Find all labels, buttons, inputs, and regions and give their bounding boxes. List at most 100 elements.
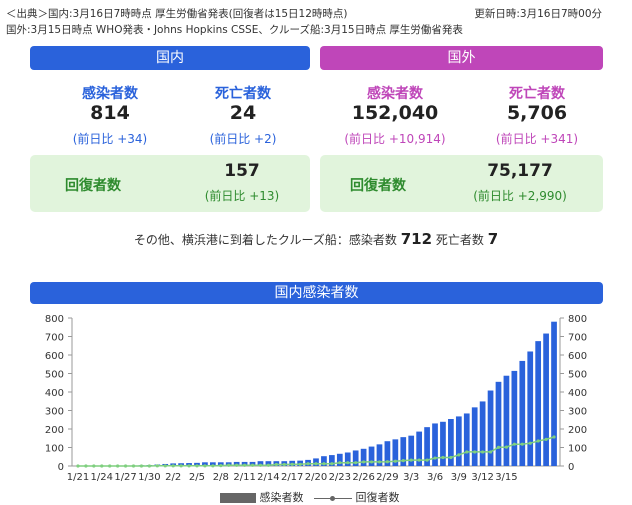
bar-infected xyxy=(440,421,446,466)
recovered-point xyxy=(306,462,310,466)
recovered-point xyxy=(266,463,270,467)
domestic-infected-value: 814 xyxy=(90,102,130,124)
legend-bar-swatch xyxy=(220,493,256,503)
bar-infected xyxy=(519,360,526,466)
recovered-point xyxy=(528,441,532,445)
y-tick-label-right: 500 xyxy=(568,370,587,381)
x-tick-label: 2/8 xyxy=(213,472,229,483)
y-tick-label-right: 0 xyxy=(568,462,574,473)
domestic-deaths-label: 死亡者数 xyxy=(215,86,271,102)
recovered-point xyxy=(449,455,453,460)
recovered-point xyxy=(116,464,120,468)
bar-infected xyxy=(511,370,518,466)
recovered-point xyxy=(131,464,136,468)
bar-infected xyxy=(495,381,502,466)
bar-infected xyxy=(471,407,478,466)
bar-infected xyxy=(352,450,359,466)
overseas-deaths-value: 5,706 xyxy=(506,102,568,124)
y-tick-label-right: 800 xyxy=(568,314,587,325)
bar-infected xyxy=(424,427,430,466)
recovered-point xyxy=(362,460,366,464)
domestic-infections-chart: 0 0 100 100 200 200 300 300 400 400 500 500 600 600 70… xyxy=(45,314,587,483)
recovered-point xyxy=(195,464,199,468)
y-tick-label-right: 700 xyxy=(568,333,587,344)
recovered-point xyxy=(544,437,548,441)
recovered-point xyxy=(488,450,493,454)
overseas-header: 国外 xyxy=(320,46,603,70)
recovered-point xyxy=(92,464,96,468)
y-tick-label-right: 100 xyxy=(568,444,587,455)
overseas-recovered-value: 75,177 xyxy=(487,161,553,181)
recovered-point xyxy=(393,459,397,463)
recovered-point xyxy=(235,463,239,467)
recovered-point xyxy=(211,464,215,468)
recovered-point xyxy=(179,464,183,468)
updated-time: 更新日時:3月16日7時00分 xyxy=(474,8,602,20)
bar-infected xyxy=(400,437,407,466)
recovered-point xyxy=(520,442,524,446)
recovered-point xyxy=(171,464,175,468)
recovered-point xyxy=(465,450,469,454)
source-line-2: 国外:3月15日時点 WHO発表・Johns Hopkins CSSE、クルーズ… xyxy=(6,24,463,36)
bar-infected xyxy=(360,448,367,466)
recovered-point xyxy=(187,464,191,468)
x-tick-label: 3/6 xyxy=(427,472,443,483)
recovered-point xyxy=(274,462,278,467)
recovered-point xyxy=(409,458,413,462)
y-tick-label-right: 600 xyxy=(568,351,587,362)
y-tick-label-right: 200 xyxy=(568,425,587,436)
recovered-point xyxy=(108,464,112,468)
cruise-note-prefix: その他、横浜港に到着したクルーズ船：感染者数 xyxy=(133,233,397,247)
y-tick-label-left: 200 xyxy=(45,425,64,436)
cruise-note-mid: 死亡者数 xyxy=(435,233,484,247)
chart-title: 国内感染者数 xyxy=(30,282,603,304)
y-tick-label-left: 800 xyxy=(45,314,64,325)
x-tick-label: 2/11 xyxy=(233,472,255,483)
bar-infected xyxy=(368,446,375,466)
recovered-point xyxy=(512,442,516,446)
bar-infected xyxy=(432,423,438,466)
cruise-ship-note: その他、横浜港に到着したクルーズ船：感染者数 712 死亡者数 7 xyxy=(0,230,632,248)
bar-infected xyxy=(551,321,557,466)
recovered-point xyxy=(203,464,207,468)
x-tick-label: 2/26 xyxy=(352,472,374,483)
recovered-point xyxy=(163,464,167,468)
recovered-point xyxy=(552,435,556,439)
y-tick-label-left: 0 xyxy=(58,462,64,473)
cruise-infected-value: 712 xyxy=(400,230,433,248)
overseas-deaths-diff: (前日比 +341) xyxy=(495,132,579,146)
bar-infected xyxy=(503,375,510,466)
bar-infected xyxy=(336,453,343,466)
bar-infected xyxy=(479,401,486,466)
recovered-point xyxy=(76,464,80,468)
recovered-point xyxy=(123,464,128,468)
recovered-point xyxy=(401,459,405,463)
overseas-deaths-label: 死亡者数 xyxy=(509,86,565,102)
overseas-recovered-label: 回復者数 xyxy=(350,178,406,194)
domestic-recovered-diff: (前日比 +13) xyxy=(204,189,280,203)
y-tick-label-right: 300 xyxy=(568,407,587,418)
cruise-deaths-value: 7 xyxy=(487,230,499,248)
recovered-point xyxy=(155,464,159,468)
x-tick-label: 1/30 xyxy=(138,472,160,483)
recovered-point xyxy=(338,461,342,465)
y-tick-label-left: 500 xyxy=(45,370,64,381)
recovered-point xyxy=(242,463,247,467)
bar-infected xyxy=(487,390,494,466)
recovered-point xyxy=(473,450,477,454)
x-tick-label: 3/9 xyxy=(451,472,467,483)
y-tick-label-left: 300 xyxy=(45,407,64,418)
y-tick-label-left: 600 xyxy=(45,351,64,362)
bar-infected xyxy=(408,435,415,466)
recovered-point xyxy=(100,464,104,468)
bar-infected xyxy=(376,444,383,466)
bar-infected xyxy=(202,462,208,466)
y-tick-label-left: 700 xyxy=(45,333,64,344)
x-tick-label: 2/23 xyxy=(329,472,351,483)
recovered-point xyxy=(496,445,501,449)
y-tick-label-left: 400 xyxy=(45,388,64,399)
recovered-point xyxy=(425,458,429,462)
bar-infected xyxy=(321,456,327,466)
overseas-infected-value: 152,040 xyxy=(351,102,439,124)
recovered-point xyxy=(457,453,461,457)
